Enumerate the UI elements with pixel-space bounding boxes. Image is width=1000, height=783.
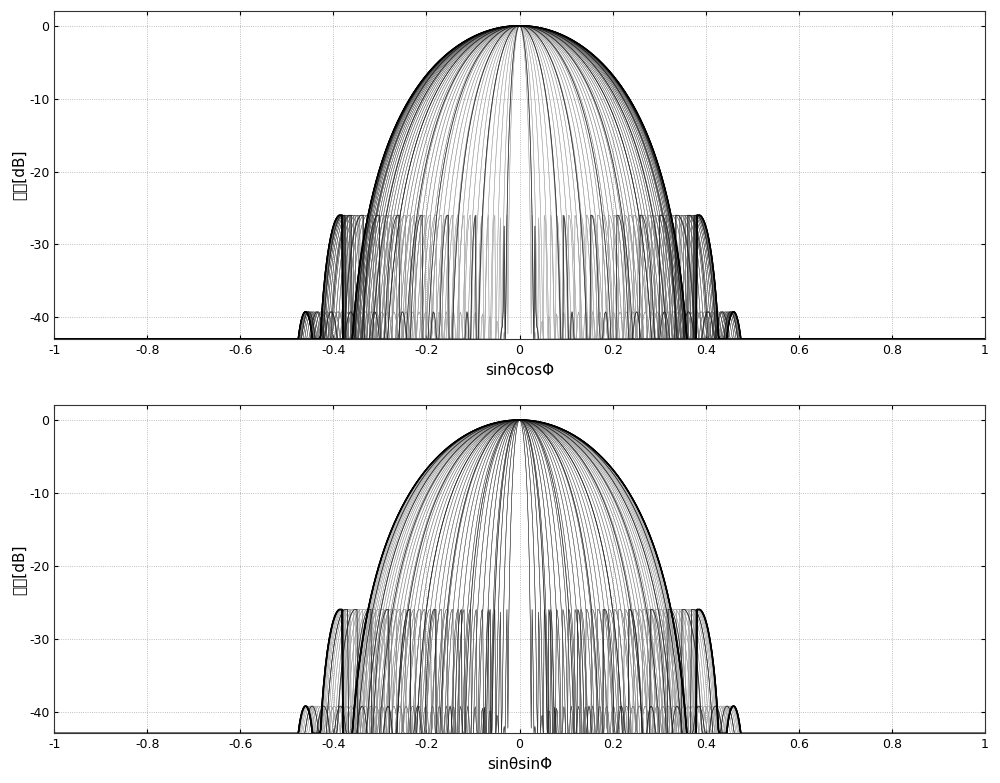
X-axis label: sinθsinΦ: sinθsinΦ <box>487 757 552 772</box>
Y-axis label: 幅度[dB]: 幅度[dB] <box>11 150 26 200</box>
X-axis label: sinθcosΦ: sinθcosΦ <box>485 363 554 377</box>
Y-axis label: 幅度[dB]: 幅度[dB] <box>11 544 26 594</box>
